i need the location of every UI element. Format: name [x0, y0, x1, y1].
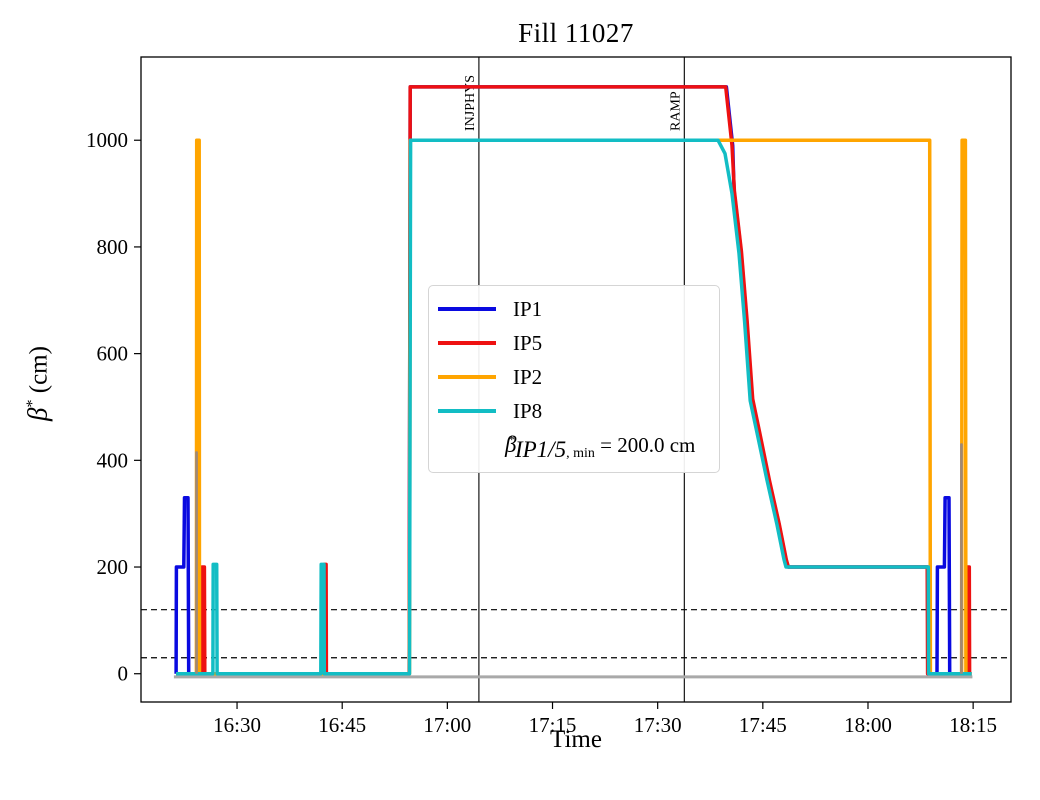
legend-swatch-3 — [438, 409, 496, 413]
annotation-beta: β — [505, 432, 517, 457]
legend-label-ip8: IP8 — [513, 398, 543, 423]
x-axis-label: Time — [550, 726, 602, 753]
chart-title: Fill 11027 — [518, 18, 634, 48]
y-label-star: * — [24, 399, 42, 408]
legend-label-ip2: IP2 — [513, 364, 543, 389]
series-unlabeled-spike-1-line — [195, 451, 198, 674]
y-axis-label: β* (cm) — [23, 304, 54, 464]
x-tick-label: 17:30 — [634, 713, 682, 737]
y-tick-label: 0 — [118, 662, 129, 686]
x-tick-label: 17:15 — [529, 713, 577, 737]
y-label-beta: β — [22, 407, 53, 421]
x-tick-label: 18:00 — [844, 713, 892, 737]
legend-label-ip1: IP1 — [513, 296, 543, 321]
legend-label-ip5: IP5 — [513, 330, 543, 355]
x-tick-label: 16:30 — [213, 713, 261, 737]
legend-entry-ip8: IP8 — [429, 394, 719, 428]
y-tick-label: 1000 — [86, 128, 128, 152]
y-tick-label: 800 — [97, 235, 129, 259]
legend: IP1 IP5 IP2 IP8 β*IP1/5, min = 200.0 cm — [428, 285, 720, 473]
vline-label-INJPHYS: INJPHYS — [463, 75, 478, 131]
annotation-subscript: IP1/5, min — [514, 437, 595, 463]
legend-swatch-1 — [438, 341, 496, 345]
y-tick-label: 400 — [97, 448, 129, 472]
legend-entry-ip5: IP5 — [429, 326, 719, 360]
annotation-value: = 200.0 cm — [594, 433, 696, 457]
legend-annotation: β*IP1/5, min = 200.0 cm — [429, 428, 719, 463]
legend-swatch-2 — [438, 375, 496, 379]
x-tick-label: 17:00 — [423, 713, 471, 737]
x-tick-label: 16:45 — [318, 713, 366, 737]
legend-entry-ip1: IP1 — [429, 292, 719, 326]
y-tick-label: 600 — [97, 342, 129, 366]
axes-frame — [140, 56, 1012, 703]
y-tick-label: 200 — [97, 555, 129, 579]
series-unlabeled-spike-2-line — [960, 443, 963, 674]
y-label-unit: (cm) — [25, 346, 53, 400]
legend-entry-ip2: IP2 — [429, 360, 719, 394]
x-tick-label: 18:15 — [949, 713, 997, 737]
x-tick-label: 17:45 — [739, 713, 787, 737]
vline-label-RAMP: RAMP — [668, 91, 683, 131]
series-IP8-line — [176, 138, 972, 676]
annotation-star: * — [508, 432, 515, 447]
legend-swatch-0 — [438, 307, 496, 311]
